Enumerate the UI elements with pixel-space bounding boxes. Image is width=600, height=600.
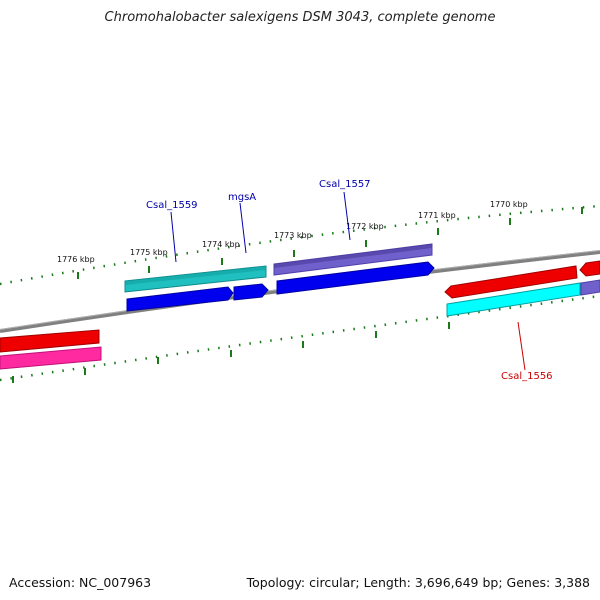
gene-feature-pink[interactable] [0,346,102,370]
genome-summary: Topology: circular; Length: 3,696,649 bp… [246,575,590,590]
gene-feature-csal-1556-gene[interactable] [446,282,581,317]
accession-label: Accession: NC_007963 [9,575,152,590]
cds-feature-mgsA[interactable] [233,283,269,301]
kbp-label: 1775 kbp [130,248,168,257]
kbp-label: 1774 kbp [202,240,240,249]
kbp-label: 1773 kbp [274,231,312,240]
cds-feature-reverse-right[interactable] [579,260,600,277]
gene-feature-purple-right[interactable] [580,279,600,296]
cds-feature-csal-1556[interactable] [444,265,578,299]
map-title: Chromohalobacter salexigens DSM 3043, co… [104,10,496,25]
cds-feature-csal-1559[interactable] [126,286,234,312]
leader-line-csal-1556 [517,321,526,371]
leader-line-mgsA [239,202,247,254]
kbp-label: 1770 kbp [490,200,528,209]
leader-line-csal-1559 [170,211,177,263]
lower-major-ticks [12,322,450,383]
kbp-label: 1776 kbp [57,255,95,264]
leader-line-csal-1557 [343,191,351,241]
upper-tick-track [0,204,600,286]
kbp-label: 1772 kbp [346,222,384,231]
cds-feature-reverse-left[interactable] [0,329,100,353]
gene-label-mgsA[interactable]: mgsA [228,192,256,203]
cds-feature-csal-1557[interactable] [276,261,435,295]
gene-label-csal-1557[interactable]: Csal_1557 [319,179,371,190]
gene-label-csal-1559[interactable]: Csal_1559 [146,200,198,211]
upper-major-ticks [77,207,583,279]
lower-tick-track [0,294,600,382]
kbp-label: 1771 kbp [418,211,456,220]
gene-label-csal-1556[interactable]: Csal_1556 [501,371,553,382]
